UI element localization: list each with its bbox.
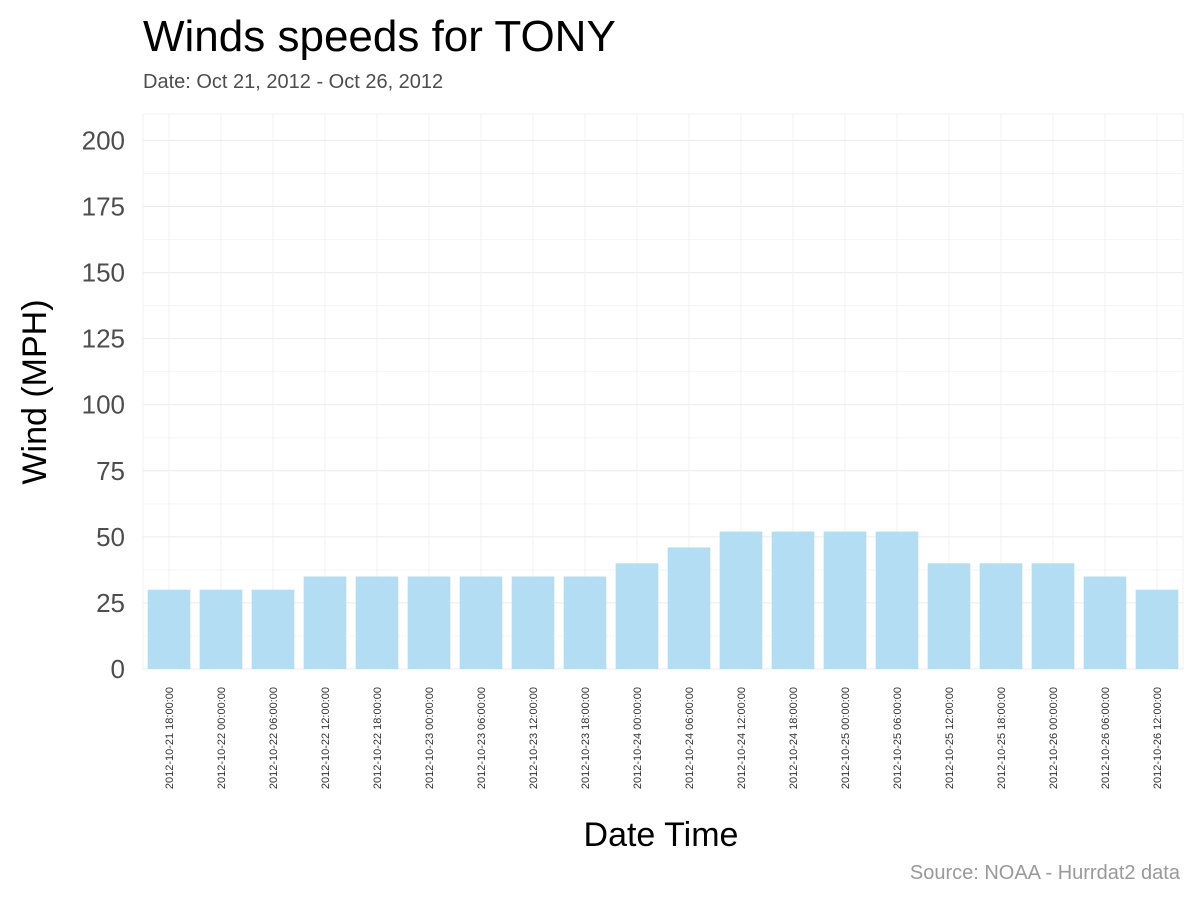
x-tick-label: 2012-10-23 18:00:00 bbox=[580, 687, 592, 789]
bar bbox=[303, 576, 347, 669]
bar bbox=[563, 576, 607, 669]
x-tick-label: 2012-10-22 00:00:00 bbox=[216, 687, 228, 789]
y-tick-label: 175 bbox=[82, 192, 125, 222]
x-tick-label: 2012-10-23 00:00:00 bbox=[424, 687, 436, 789]
x-tick-label: 2012-10-26 12:00:00 bbox=[1152, 687, 1164, 789]
x-tick-label: 2012-10-24 18:00:00 bbox=[788, 687, 800, 789]
bar bbox=[1135, 589, 1179, 669]
chart-title: Winds speeds for TONY bbox=[143, 12, 616, 61]
chart-subtitle: Date: Oct 21, 2012 - Oct 26, 2012 bbox=[143, 71, 444, 93]
x-tick-label: 2012-10-22 12:00:00 bbox=[320, 687, 332, 789]
x-tick-label: 2012-10-25 06:00:00 bbox=[892, 687, 904, 789]
x-tick-label: 2012-10-25 12:00:00 bbox=[944, 687, 956, 789]
y-tick-label: 25 bbox=[96, 588, 125, 618]
x-tick-label: 2012-10-25 00:00:00 bbox=[840, 687, 852, 789]
x-tick-label: 2012-10-26 00:00:00 bbox=[1048, 687, 1060, 789]
bar bbox=[1083, 576, 1127, 669]
y-tick-label: 200 bbox=[82, 125, 125, 155]
bar bbox=[1031, 563, 1075, 669]
bars bbox=[147, 531, 1179, 669]
x-axis-ticks: 2012-10-21 18:00:00 2012-10-22 00:00:00 20… bbox=[164, 687, 1164, 789]
x-tick-label: 2012-10-24 12:00:00 bbox=[736, 687, 748, 789]
bar bbox=[615, 563, 659, 669]
y-axis-title: Wind (MPH) bbox=[16, 299, 54, 484]
bar bbox=[511, 576, 555, 669]
x-tick-label: 2012-10-23 06:00:00 bbox=[476, 687, 488, 789]
x-tick-label: 2012-10-21 18:00:00 bbox=[164, 687, 176, 789]
bar bbox=[823, 531, 867, 669]
bar bbox=[875, 531, 919, 669]
x-tick-label: 2012-10-22 06:00:00 bbox=[268, 687, 280, 789]
y-tick-label: 150 bbox=[82, 258, 125, 288]
bar bbox=[979, 563, 1023, 669]
bar bbox=[355, 576, 399, 669]
x-tick-label: 2012-10-24 00:00:00 bbox=[632, 687, 644, 789]
x-tick-label: 2012-10-26 06:00:00 bbox=[1100, 687, 1112, 789]
bar bbox=[667, 547, 711, 669]
bar bbox=[927, 563, 971, 669]
y-tick-label: 50 bbox=[96, 522, 125, 552]
x-tick-label: 2012-10-24 06:00:00 bbox=[684, 687, 696, 789]
y-tick-label: 0 bbox=[111, 654, 125, 684]
y-axis-ticks: 0 25 50 75 100 125 150 175 200 bbox=[82, 125, 125, 684]
bar bbox=[251, 589, 295, 669]
y-tick-label: 100 bbox=[82, 390, 125, 420]
x-tick-label: 2012-10-22 18:00:00 bbox=[372, 687, 384, 789]
x-tick-label: 2012-10-23 12:00:00 bbox=[528, 687, 540, 789]
y-tick-label: 75 bbox=[96, 456, 125, 486]
bar bbox=[771, 531, 815, 669]
grid-lines bbox=[142, 113, 1184, 670]
panel-border bbox=[142, 113, 1184, 670]
x-tick-label: 2012-10-25 18:00:00 bbox=[996, 687, 1008, 789]
bar bbox=[147, 589, 191, 669]
chart-caption: Source: NOAA - Hurrdat2 data bbox=[909, 862, 1180, 884]
bar bbox=[459, 576, 503, 669]
bar bbox=[199, 589, 243, 669]
bar bbox=[719, 531, 763, 669]
x-axis-title: Date Time bbox=[584, 816, 739, 854]
y-tick-label: 125 bbox=[82, 324, 125, 354]
bar bbox=[407, 576, 451, 669]
